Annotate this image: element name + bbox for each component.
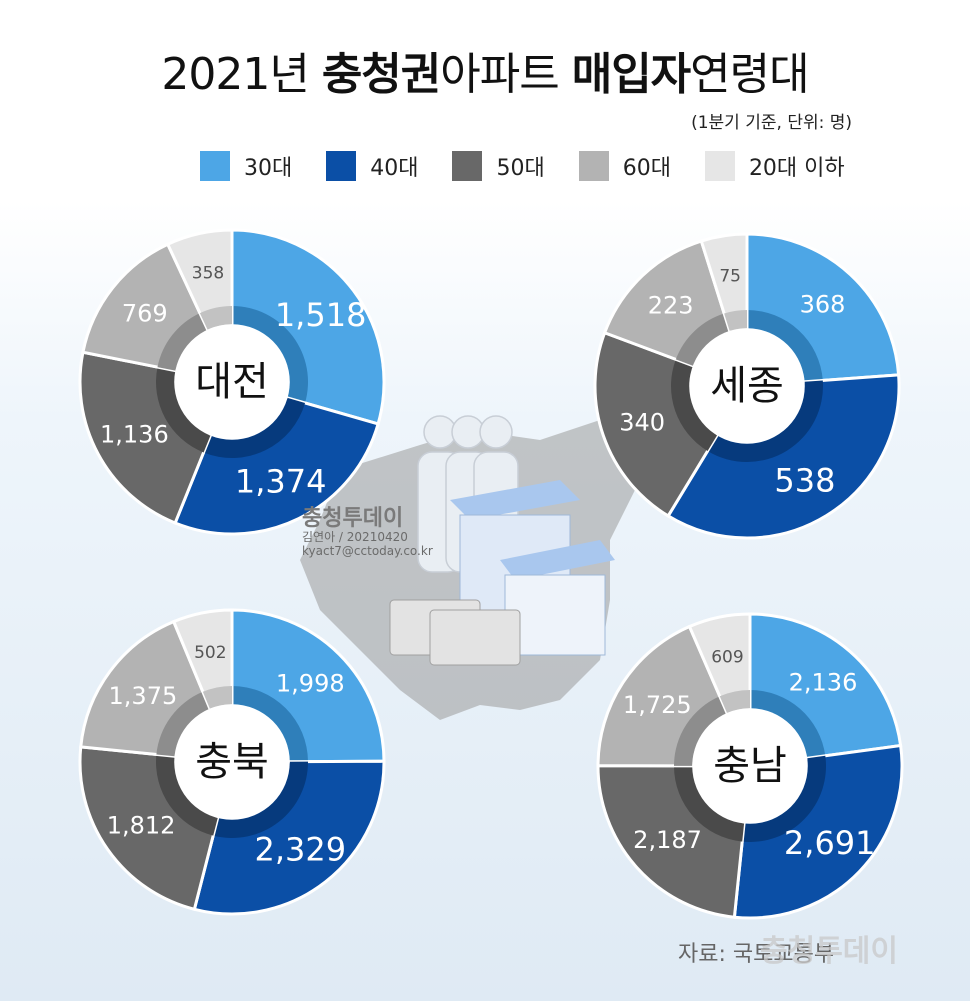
slice-value-label: 609 bbox=[711, 647, 743, 667]
donut-center bbox=[174, 324, 290, 440]
donut-inner-ring bbox=[674, 696, 728, 766]
slice-value-label: 1,518 bbox=[275, 296, 367, 334]
donut-chart: 2,136 2,691 2,187 1,725 609 충남 bbox=[596, 612, 904, 920]
donut-inner-ring bbox=[675, 313, 730, 366]
slice-value-label: 2,187 bbox=[633, 826, 702, 854]
legend-label: 60대 bbox=[622, 156, 671, 181]
watermark: 충청투데이 bbox=[760, 934, 898, 969]
slice-value-label: 368 bbox=[800, 291, 846, 319]
slice-value-label: 2,691 bbox=[784, 824, 876, 862]
slice-value-label: 75 bbox=[719, 266, 741, 286]
legend-item-40s: 40대 bbox=[326, 150, 418, 182]
title-buyer: 매입자 bbox=[571, 49, 691, 100]
legend-swatch bbox=[326, 151, 357, 181]
legend-label: 20대 이하 bbox=[748, 156, 845, 181]
region-name-label: 세종 bbox=[710, 363, 784, 409]
region-name-label: 대전 bbox=[195, 359, 269, 405]
slice-value-label: 2,329 bbox=[254, 830, 346, 868]
legend-swatch bbox=[704, 151, 735, 181]
money-illustration bbox=[389, 599, 521, 666]
legend-swatch bbox=[452, 151, 483, 181]
slice-value-label: 223 bbox=[648, 291, 694, 319]
donut-chart: 1,518 1,374 1,136 769 358 대전 bbox=[78, 228, 386, 536]
region-name-label: 충북 bbox=[195, 739, 269, 785]
donut-center bbox=[174, 704, 290, 820]
chart-title: 2021년 충청권아파트 매입자연령대 bbox=[0, 38, 970, 102]
donut-center bbox=[689, 328, 805, 444]
slice-value-label: 1,812 bbox=[107, 812, 176, 840]
slice-value-label: 1,375 bbox=[109, 682, 178, 710]
donut-inner-ring bbox=[156, 754, 218, 836]
donut-inner-ring bbox=[707, 380, 823, 463]
title-region: 충청권 bbox=[321, 49, 441, 100]
donut-chart: 1,998 2,329 1,812 1,375 502 충북 bbox=[78, 608, 386, 916]
donut-center bbox=[692, 708, 808, 824]
slice-value-label: 1,374 bbox=[235, 463, 327, 501]
legend-label: 40대 bbox=[370, 156, 419, 181]
slice-value-label: 502 bbox=[194, 643, 226, 663]
credit-stamp: 충청투데이 김연아 / 20210420 kyact7@cctoday.co.k… bbox=[302, 506, 433, 559]
donut-inner-ring bbox=[719, 690, 750, 714]
source-note: 자료: 국토교통부 bbox=[678, 942, 835, 967]
donut-inner-ring bbox=[203, 397, 306, 458]
region-name-label: 충남 bbox=[713, 743, 787, 789]
donut-inner-ring bbox=[157, 313, 208, 371]
donut-inner-ring bbox=[724, 310, 747, 331]
legend-swatch bbox=[200, 151, 230, 181]
slice-value-label: 769 bbox=[122, 299, 168, 327]
donut-charts: 1,518 1,374 1,136 769 358 대전 368 538 340 223 75 세종 1… bbox=[78, 228, 904, 920]
donut-inner-ring bbox=[155, 367, 211, 453]
donut-inner-ring bbox=[232, 306, 308, 403]
legend-item-30s: 30대 bbox=[200, 150, 292, 182]
credit-name: 충청투데이 bbox=[302, 506, 404, 531]
legend: 30대 40대 50대 60대 20대 이하 bbox=[200, 150, 879, 182]
donut-inner-ring bbox=[742, 755, 826, 842]
slice-value-label: 358 bbox=[192, 264, 224, 284]
donut-inner-ring bbox=[213, 761, 308, 838]
slice-value-label: 340 bbox=[619, 408, 665, 436]
credit-author: 김연아 / 20210420 bbox=[302, 530, 408, 545]
legend-item-20s-under: 20대 이하 bbox=[704, 150, 845, 182]
donut-inner-ring bbox=[747, 310, 823, 382]
slice-value-label: 1,998 bbox=[276, 669, 345, 697]
title-tail: 연령대 bbox=[690, 49, 809, 100]
donut-inner-ring bbox=[674, 765, 745, 842]
chart-subtitle: (1분기 기준, 단위: 명) bbox=[691, 113, 852, 133]
slice-value-label: 1,725 bbox=[623, 691, 692, 719]
donut-inner-ring bbox=[199, 306, 232, 330]
donut-inner-ring bbox=[750, 690, 826, 759]
donut-inner-ring bbox=[156, 691, 210, 757]
legend-item-50s: 50대 bbox=[452, 150, 545, 182]
legend-label: 30대 bbox=[244, 156, 293, 181]
slice-value-label: 538 bbox=[774, 462, 835, 500]
donut-inner-ring bbox=[671, 359, 718, 451]
slice-value-label: 1,136 bbox=[100, 421, 169, 449]
donut-inner-ring bbox=[202, 686, 232, 709]
legend-swatch bbox=[578, 151, 609, 181]
title-mid: 아파트 bbox=[440, 49, 572, 100]
legend-label: 50대 bbox=[496, 156, 545, 181]
donut-chart: 368 538 340 223 75 세종 bbox=[593, 232, 901, 540]
donut-inner-ring bbox=[232, 686, 308, 762]
credit-email: kyact7@cctoday.co.kr bbox=[302, 544, 433, 559]
legend-item-60s: 60대 bbox=[578, 150, 671, 182]
title-year: 2021년 bbox=[161, 49, 322, 100]
donut-slice bbox=[666, 373, 901, 540]
slice-value-label: 2,136 bbox=[789, 668, 858, 696]
